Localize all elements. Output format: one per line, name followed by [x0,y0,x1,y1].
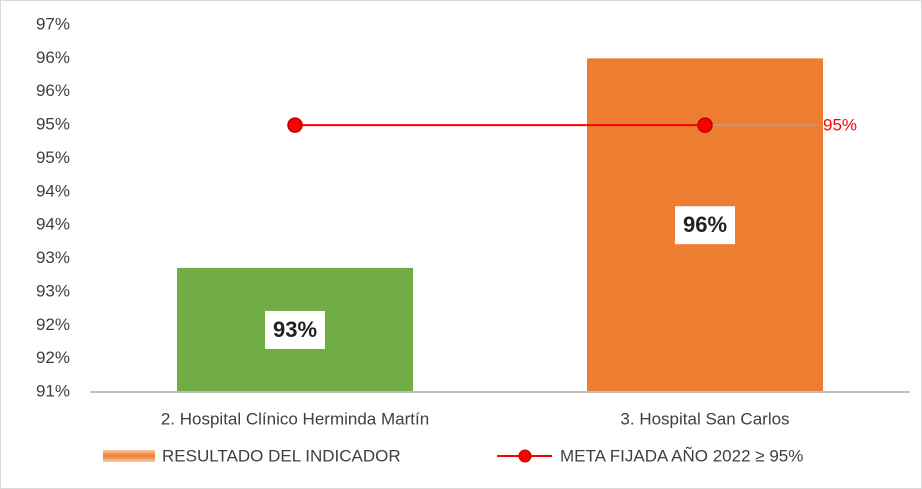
value-label-box [675,206,735,245]
value-label: 95% [823,116,857,135]
y-tick-label: 92% [36,348,70,367]
value-label-box [265,310,325,349]
value-label: 93% [273,317,317,342]
y-tick-label: 96% [36,48,70,67]
y-tick-label: 93% [36,248,70,267]
x-tick-label: 3. Hospital San Carlos [620,409,789,428]
legend-marker [518,449,532,463]
y-tick-label: 94% [36,181,70,200]
y-tick-label: 97% [36,14,70,33]
y-tick-label: 96% [36,81,70,100]
x-tick-label: 2. Hospital Clínico Herminda Martín [161,409,429,428]
y-tick-label: 93% [36,281,70,300]
marker [697,117,713,133]
y-tick-label: 95% [36,115,70,134]
value-label: 96% [683,212,727,237]
legend-label: META FIJADA AÑO 2022 ≥ 95% [560,446,803,465]
legend-label: RESULTADO DEL INDICADOR [162,446,401,465]
y-tick-label: 94% [36,215,70,234]
y-tick-label: 92% [36,315,70,334]
marker [287,117,303,133]
y-tick-label: 95% [36,148,70,167]
legend-swatch [103,450,155,462]
y-tick-label: 91% [36,381,70,400]
